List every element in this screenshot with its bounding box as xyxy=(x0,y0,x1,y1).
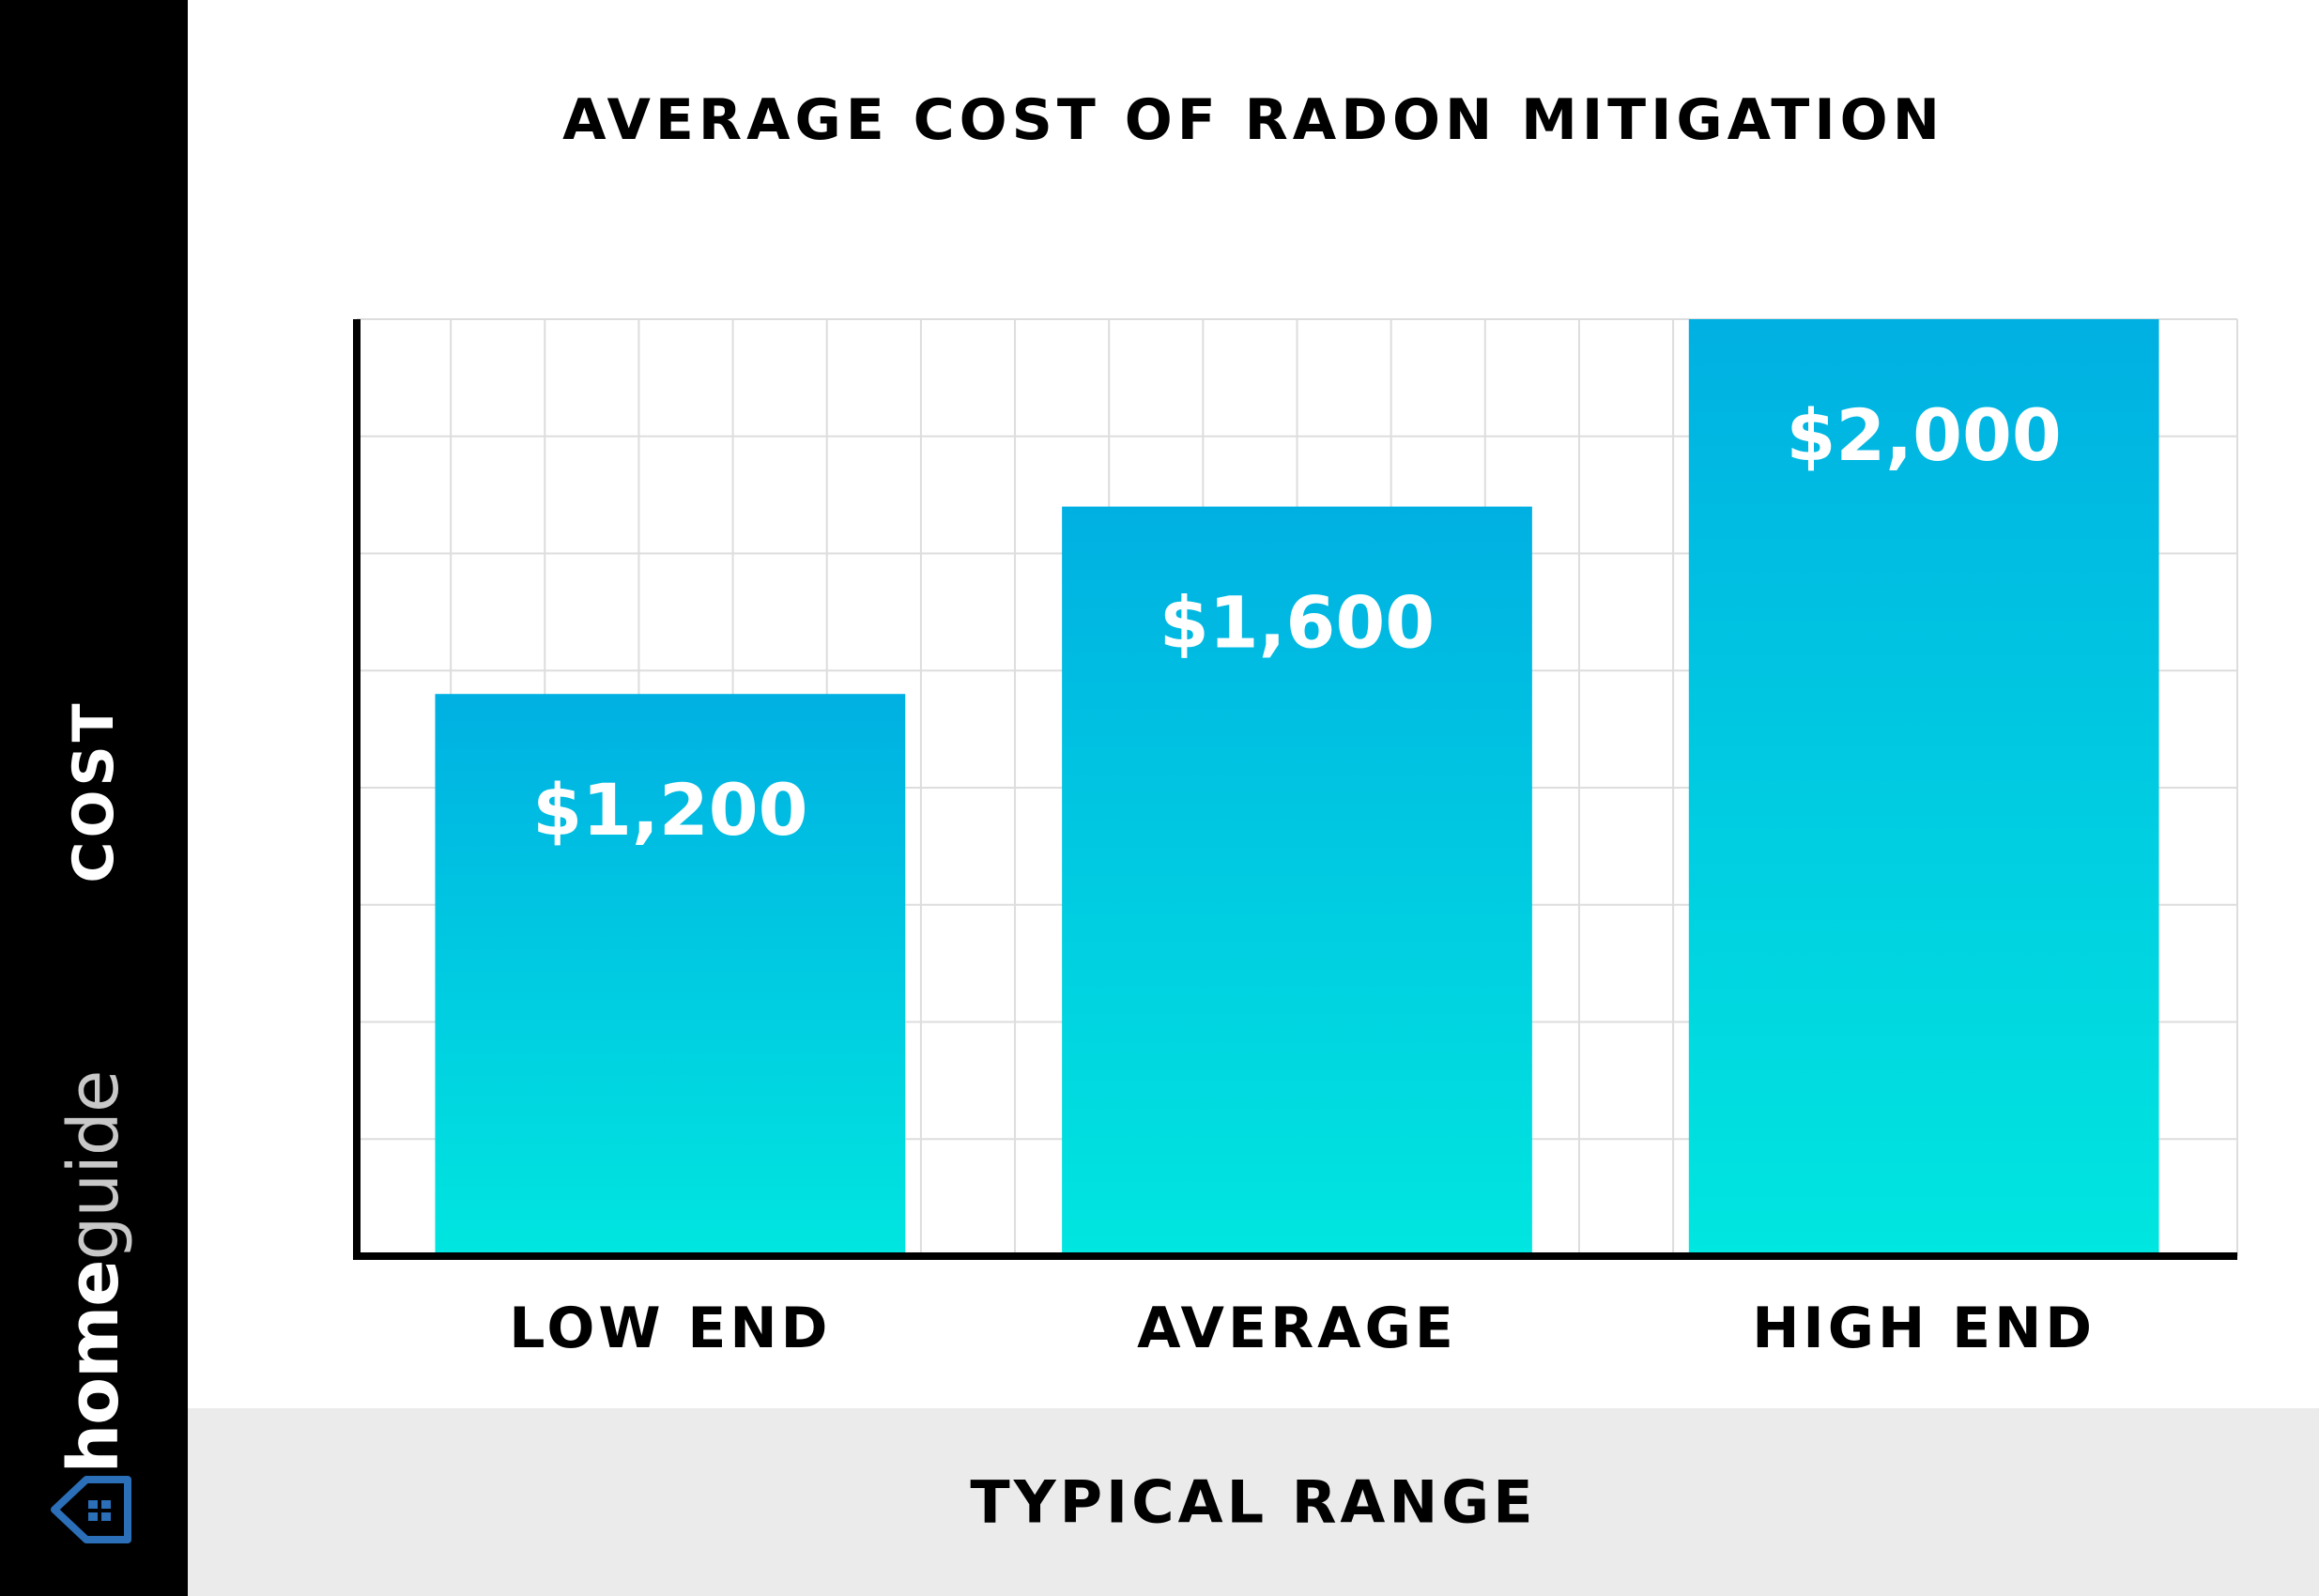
sidebar: COST homeguide xyxy=(0,0,188,1596)
house-icon xyxy=(51,1476,131,1543)
chart-title: AVERAGE COST OF RADON MITIGATION xyxy=(562,87,1944,153)
x-tick-label: AVERAGE xyxy=(1137,1296,1457,1361)
x-tick-label: HIGH END xyxy=(1752,1296,2096,1361)
bar-value-label: $1,200 xyxy=(532,768,807,852)
chart-area: $1,200 $1,600 $2,000 LOW END AVERAGE HIGH EN… xyxy=(353,318,2238,1361)
axes: LOW END AVERAGE HIGH END xyxy=(353,319,2237,1361)
bar-value-label: $2,000 xyxy=(1787,393,2062,477)
bars: $1,200 $1,600 $2,000 xyxy=(435,319,2159,1256)
bar xyxy=(1688,319,2159,1256)
x-axis-label: TYPICAL RANGE xyxy=(970,1467,1537,1537)
bar xyxy=(435,694,906,1256)
bar xyxy=(1062,506,1532,1256)
x-axis-band: TYPICAL RANGE xyxy=(188,1408,2319,1596)
x-tick-label: LOW END xyxy=(509,1296,831,1361)
bar-value-label: $1,600 xyxy=(1160,581,1435,665)
